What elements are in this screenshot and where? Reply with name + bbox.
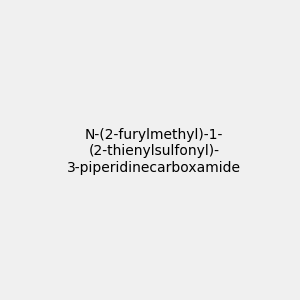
Text: N-(2-furylmethyl)-1-
(2-thienylsulfonyl)-
3-piperidinecarboxamide: N-(2-furylmethyl)-1- (2-thienylsulfonyl)… bbox=[67, 128, 241, 175]
